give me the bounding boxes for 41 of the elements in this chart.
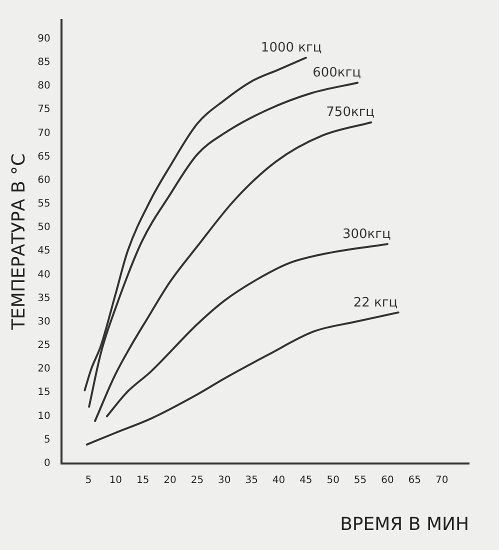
x-tick-label: 55 (354, 474, 367, 486)
y-axis-title: ТЕМПЕРАТУРА В °С (8, 153, 30, 331)
series-label: 600кгц (312, 66, 362, 81)
x-tick-label: 65 (408, 474, 422, 486)
x-tick-label: 25 (190, 474, 204, 486)
y-tick-label: 0 (44, 458, 50, 469)
y-tick-label: 90 (38, 33, 50, 44)
y-tick-label: 85 (38, 57, 50, 68)
series-label: 1000 кгц (260, 40, 322, 56)
y-tick-label: 20 (38, 364, 50, 375)
y-tick-label: 80 (38, 80, 50, 92)
y-tick-label: 65 (38, 151, 50, 162)
line-series (86, 311, 400, 446)
y-tick-label: 45 (38, 246, 50, 257)
y-tick-label: 40 (38, 269, 50, 280)
x-tick-label: 20 (164, 474, 176, 486)
y-tick-label: 30 (38, 316, 50, 328)
x-tick-label: 50 (326, 474, 340, 486)
x-tick-label: 10 (109, 474, 122, 486)
y-tick-label: 25 (38, 340, 50, 352)
x-tick-label: 35 (245, 474, 258, 486)
y-tick-label: 15 (38, 387, 50, 398)
x-tick-label: 40 (272, 474, 286, 486)
y-tick-label: 60 (38, 174, 50, 186)
y-tick-label: 55 (38, 198, 50, 210)
y-tick-label: 75 (38, 104, 50, 116)
series-label: 300кгц (342, 226, 391, 242)
x-tick-label: 30 (218, 474, 231, 486)
y-tick-label: 50 (38, 222, 50, 234)
y-tick-label: 35 (38, 292, 50, 304)
x-axis-title: ВРЕМЯ В МИН (340, 514, 469, 535)
x-tick-label: 70 (435, 474, 448, 486)
x-tick-label: 15 (136, 474, 150, 486)
series-label: 22 кгц (353, 295, 398, 310)
x-tick-label: 5 (85, 474, 92, 486)
x-tick-label: 60 (381, 474, 394, 486)
x-tick-label: 45 (300, 474, 312, 486)
y-tick-label: 10 (38, 410, 50, 422)
series-label: 750кгц (326, 105, 375, 120)
y-tick-label: 5 (44, 434, 50, 446)
y-tick-label: 70 (38, 128, 50, 139)
